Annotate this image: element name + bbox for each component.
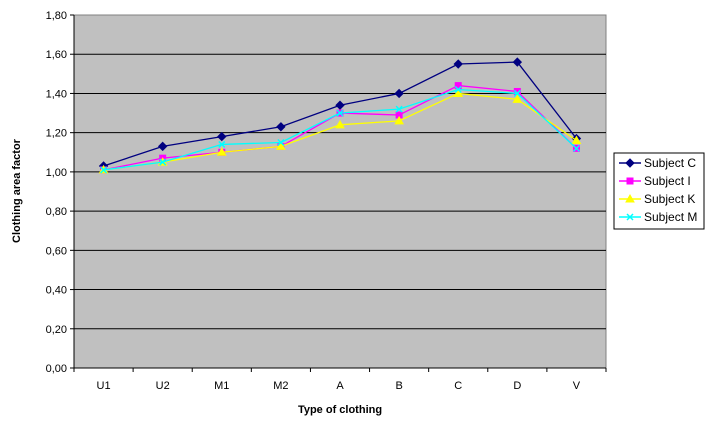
y-tick-labels: 0,00 0,20 0,40 0,60 0,80 1,00 1,20 1,40 1,60 1,80	[46, 10, 67, 375]
data-point-subject-m	[572, 144, 580, 152]
data-point-subject-m	[336, 109, 344, 117]
legend: Subject C Subject I Subject K Subject M	[613, 152, 705, 230]
legend-marker	[625, 193, 635, 203]
data-point-subject-k	[276, 141, 286, 150]
legend-label: Subject M	[644, 210, 697, 224]
data-point-subject-c	[453, 59, 463, 69]
data-point-subject-k	[453, 88, 464, 97]
y-tick-label: 0,00	[46, 363, 67, 375]
data-point-subject-c	[512, 57, 523, 67]
legend-marker	[625, 158, 635, 168]
series-lines	[98, 57, 582, 174]
data-point-subject-m-stroke	[454, 85, 462, 94]
data-point-subject-m	[159, 158, 167, 166]
y-tick-label: 1,60	[46, 49, 67, 61]
data-point-subject-m-stroke	[336, 109, 344, 117]
data-point-subject-m-stroke	[277, 138, 285, 147]
series-subject-m	[100, 85, 580, 174]
legend-label: Subject I	[644, 174, 691, 188]
y-tick-label: 1,80	[46, 10, 67, 22]
x-tick-label: V	[573, 380, 581, 392]
data-point-subject-c	[394, 88, 404, 99]
x-tick-label: M2	[273, 380, 288, 392]
legend-label: Subject K	[644, 192, 695, 206]
data-point-subject-m	[454, 85, 462, 94]
y-tick-label: 1,00	[46, 167, 67, 179]
data-point-subject-m-stroke	[395, 105, 403, 113]
x-axis-title: Type of clothing	[298, 404, 382, 416]
data-point-subject-m-stroke	[218, 140, 226, 148]
axes	[73, 15, 606, 369]
x-tick-label: B	[395, 380, 402, 392]
data-point-subject-k	[394, 115, 404, 125]
x-tick-label: U1	[97, 380, 111, 392]
data-point-subject-m	[277, 138, 285, 147]
data-point-subject-c	[157, 141, 168, 152]
data-point-subject-c	[276, 122, 286, 132]
legend-item-subject-i: Subject I	[619, 174, 691, 188]
data-point-subject-m-stroke	[159, 158, 167, 166]
data-point-subject-m	[513, 89, 521, 97]
legend-marker-stroke	[626, 213, 634, 221]
legend-marker	[626, 177, 634, 185]
x-tick-label: C	[454, 380, 462, 392]
x-tick-label: D	[513, 380, 521, 392]
legend-label: Subject C	[644, 156, 696, 170]
y-tick-label: 0,20	[46, 324, 67, 336]
data-point-subject-m	[218, 140, 226, 148]
x-tick-labels: U1 U2 M1 M2 A B C D V	[97, 380, 581, 392]
y-tick-label: 0,60	[46, 245, 67, 257]
data-point-subject-k	[335, 119, 345, 129]
data-point-subject-k	[512, 94, 523, 103]
data-point-subject-m	[100, 166, 108, 174]
data-point-subject-c	[335, 100, 345, 110]
data-point-subject-m-stroke	[100, 166, 108, 174]
data-point-subject-m-stroke	[572, 144, 580, 152]
y-tick-label: 1,40	[46, 88, 67, 100]
series-subject-c	[98, 57, 582, 171]
legend-marker	[626, 213, 634, 221]
plot-area	[73, 14, 607, 369]
x-tick-label: U2	[156, 380, 170, 392]
data-point-subject-m	[395, 105, 403, 113]
data-point-subject-m-stroke	[513, 89, 521, 97]
data-point-subject-k	[216, 147, 227, 156]
y-tick-label: 0,80	[46, 206, 67, 218]
x-tick-label: A	[336, 380, 344, 392]
legend-item-subject-m: Subject M	[619, 210, 697, 224]
data-point-subject-k	[571, 135, 582, 145]
y-tick-label: 0,40	[46, 285, 67, 297]
data-point-subject-c	[217, 131, 227, 142]
legend-item-subject-k: Subject K	[619, 192, 695, 206]
x-tick-label: M1	[214, 380, 229, 392]
y-tick-label: 1,20	[46, 128, 67, 140]
legend-item-subject-c: Subject C	[619, 156, 696, 170]
y-axis-title: Clothing area factor	[11, 138, 23, 243]
